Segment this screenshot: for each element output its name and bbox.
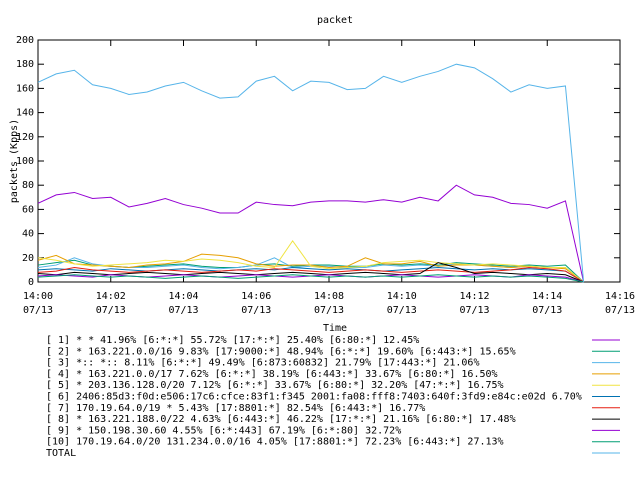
y-tick-label: 80 (22, 180, 34, 191)
y-axis-label: packets (Kpps) (9, 119, 20, 203)
x-tick-label: 14:04 (168, 291, 198, 302)
y-tick-label: 20 (22, 253, 34, 264)
y-tick-label: 60 (22, 204, 34, 215)
series-line (37, 266, 584, 283)
y-tick-label: 160 (16, 83, 34, 94)
x-tick-sublabel: 07/13 (605, 305, 635, 316)
series-line (37, 274, 584, 283)
series-line (37, 239, 584, 283)
x-tick-sublabel: 07/13 (168, 305, 198, 316)
y-tick-label: 200 (16, 35, 34, 46)
y-tick-label: 100 (16, 156, 34, 167)
legend-label: [10] 170.19.64.0/20 131.234.0.0/16 4.05%… (46, 437, 504, 448)
series-line (37, 184, 585, 283)
x-tick-sublabel: 07/13 (459, 305, 489, 316)
legend-label: [ 2] * 163.221.0.0/16 9.83% [17:9000:*] … (46, 346, 516, 357)
series-line (37, 253, 584, 283)
series-line (37, 257, 584, 283)
x-tick-sublabel: 07/13 (387, 305, 417, 316)
x-tick-label: 14:00 (23, 291, 53, 302)
plot-border (37, 39, 621, 283)
x-axis-label: Time (323, 323, 347, 334)
series-line (37, 266, 584, 283)
legend-label: [ 7] 170.19.64.0/19 * 5.43% [17:8801:*] … (46, 403, 425, 414)
y-tick-label: 140 (16, 108, 34, 119)
x-tick-label: 14:12 (459, 291, 489, 302)
legend-label: [ 3] *:: *:: 8.11% [6:*:*] 49.49% [6:873… (46, 358, 479, 369)
legend-label: [ 9] * 150.198.30.60 4.55% [6:*:443] 67.… (46, 425, 401, 436)
y-tick-label: 40 (22, 229, 34, 240)
x-tick-sublabel: 07/13 (96, 305, 126, 316)
y-tick-label: 120 (16, 132, 34, 143)
x-tick-label: 14:02 (96, 291, 126, 302)
x-tick-label: 14:06 (241, 291, 271, 302)
x-tick-sublabel: 07/13 (241, 305, 271, 316)
x-tick-label: 14:10 (387, 291, 417, 302)
legend-label: [ 8] * 163.221.188.0/22 4.63% [6:443:*] … (46, 414, 516, 425)
series-line (37, 262, 584, 283)
legend-label: [ 5] * 203.136.128.0/20 7.12% [6:*:*] 33… (46, 380, 504, 391)
x-tick-sublabel: 07/13 (532, 305, 562, 316)
x-tick-label: 14:14 (532, 291, 562, 302)
legend-label: [ 6] 2406:85d3:f0d:e506:17c6:cfce:83f1:f… (46, 392, 582, 403)
chart-title: packet (317, 15, 353, 26)
y-tick-label: 0 (28, 277, 34, 288)
legend-label: TOTAL (46, 448, 76, 459)
legend-label: [ 4] * 163.221.0.0/17 7.62% [6:*:*] 38.1… (46, 369, 498, 380)
legend-label: [ 1] * * 41.96% [6:*:*] 55.72% [17:*:*] … (46, 335, 419, 346)
x-tick-sublabel: 07/13 (314, 305, 344, 316)
x-tick-label: 14:16 (605, 291, 635, 302)
x-tick-label: 14:08 (314, 291, 344, 302)
y-tick-label: 180 (16, 59, 34, 70)
series-line (37, 63, 585, 283)
x-tick-sublabel: 07/13 (23, 305, 53, 316)
